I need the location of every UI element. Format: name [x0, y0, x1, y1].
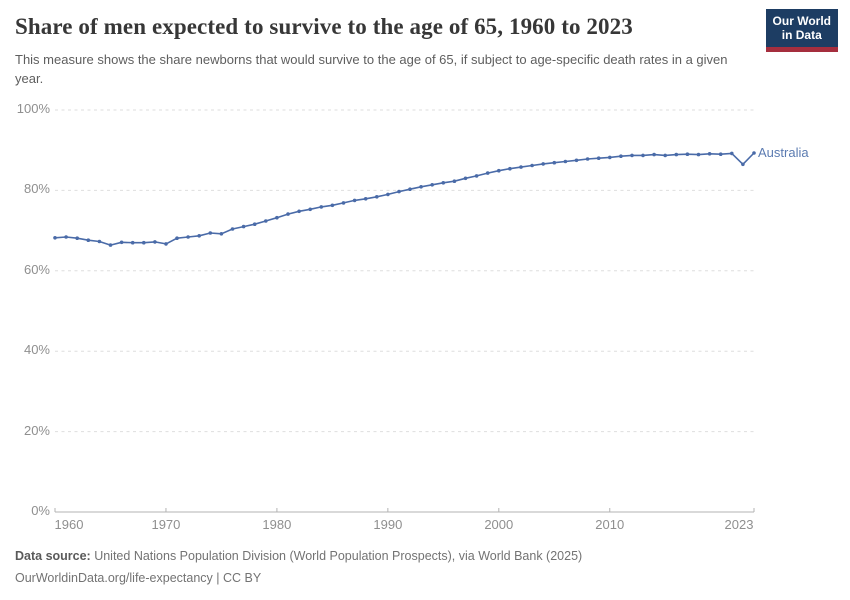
data-point [319, 205, 324, 209]
data-point [341, 201, 346, 205]
x-axis-tick-label: 1990 [373, 517, 403, 532]
data-point [685, 152, 690, 156]
data-point [241, 224, 246, 229]
data-point [275, 215, 279, 220]
data-point [386, 192, 390, 197]
data-point [585, 157, 590, 161]
data-point [497, 168, 501, 173]
data-point [563, 159, 568, 164]
data-point [663, 153, 667, 158]
data-point [308, 207, 313, 212]
x-axis-tick-label: 1980 [262, 517, 292, 532]
data-point [53, 236, 57, 240]
data-point [519, 165, 523, 169]
x-axis-tick-label: 1970 [151, 517, 181, 532]
x-axis-tick-label: 2000 [484, 517, 514, 532]
data-point [441, 181, 446, 185]
data-point [430, 183, 435, 187]
australia-line [54, 152, 755, 246]
y-axis-tick-label: 100% [16, 101, 50, 116]
data-point [630, 153, 634, 158]
data-point [108, 243, 113, 247]
owid-logo-line1: Our World [772, 14, 831, 28]
data-point [219, 232, 224, 236]
license-line: OurWorldinData.org/life-expectancy | CC … [15, 570, 262, 585]
data-point [530, 163, 534, 168]
data-point [452, 179, 457, 183]
data-point [197, 234, 201, 238]
x-axis-tick-label: 2010 [595, 517, 625, 532]
data-point [596, 156, 601, 160]
data-point [419, 185, 423, 189]
chart-subtitle: This measure shows the share newborns th… [15, 52, 728, 86]
data-point [485, 171, 490, 175]
data-point [474, 174, 479, 178]
data-point [718, 152, 723, 156]
y-axis-tick-label: 80% [23, 181, 50, 197]
data-point [164, 242, 168, 246]
data-point [130, 240, 135, 245]
data-point [330, 203, 335, 208]
data-source-line: Data source: United Nations Population D… [15, 546, 815, 568]
data-point [352, 198, 357, 203]
data-point [208, 231, 213, 235]
data-point [142, 240, 146, 245]
data-point [264, 219, 268, 223]
data-point [574, 158, 579, 163]
page-title: Share of men expected to survive to the … [15, 14, 633, 39]
data-point [674, 152, 679, 157]
x-axis-tick-label: 2023 [724, 517, 754, 532]
data-point [97, 239, 102, 244]
data-point [641, 153, 645, 158]
data-point [463, 176, 468, 181]
data-point [619, 154, 623, 158]
data-point [363, 197, 368, 201]
data-point [186, 235, 190, 239]
data-point [707, 152, 712, 156]
series-label-australia: Australia [758, 145, 809, 160]
y-axis-tick-label: 60% [23, 261, 50, 277]
data-point [297, 209, 301, 214]
data-point [652, 152, 656, 157]
data-source-text: United Nations Population Division (Worl… [90, 549, 583, 563]
data-point [119, 240, 124, 245]
data-point [508, 166, 512, 171]
data-point [552, 160, 557, 165]
x-axis-tick-label: 1960 [54, 517, 84, 532]
data-point [730, 151, 734, 156]
y-axis-tick-label: 20% [23, 422, 50, 438]
data-point [541, 162, 545, 166]
data-point [286, 212, 290, 216]
owid-logo-line2: in Data [781, 28, 822, 43]
owid-logo: Our World in Data [765, 9, 838, 52]
data-point [153, 240, 157, 244]
data-point [230, 227, 235, 231]
data-source-label: Data source: [15, 549, 91, 563]
chart-footer: Data source: United Nations Population D… [15, 546, 815, 590]
data-point [64, 235, 68, 239]
data-point [752, 151, 756, 155]
data-point [696, 152, 701, 157]
data-point [86, 238, 91, 242]
data-point [608, 155, 612, 160]
y-axis-tick-label: 0% [31, 503, 50, 518]
data-point [397, 189, 401, 194]
data-point [375, 195, 379, 199]
data-point [408, 187, 412, 191]
y-axis-tick-label: 40% [23, 342, 50, 358]
data-point [252, 222, 257, 226]
data-point [175, 236, 179, 240]
data-point [741, 162, 745, 167]
data-point [75, 236, 79, 240]
